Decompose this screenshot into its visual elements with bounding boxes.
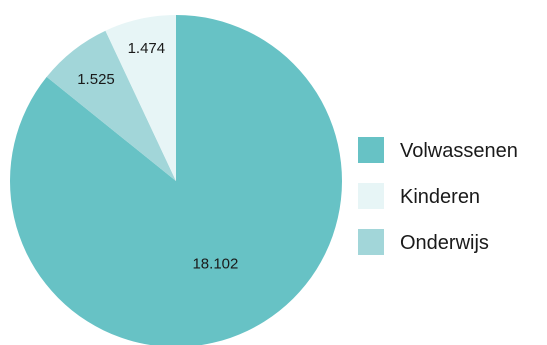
legend-label-kinderen: Kinderen xyxy=(400,186,480,208)
slice-value-label-onderwijs: 1.525 xyxy=(77,71,115,88)
legend-swatch-onderwijs xyxy=(358,229,384,255)
pie-slice-onderwijs xyxy=(46,30,177,181)
legend-swatch-volwassenen xyxy=(358,137,384,163)
legend-label-onderwijs: Onderwijs xyxy=(400,232,489,254)
pie-slice-kinderen xyxy=(105,15,176,181)
pie-slice-volwassenen xyxy=(10,15,342,345)
pie-slices xyxy=(10,15,342,345)
slice-value-label-kinderen: 1.474 xyxy=(128,40,166,57)
slice-value-label-volwassenen: 18.102 xyxy=(192,255,238,272)
legend-swatch-kinderen xyxy=(358,183,384,209)
pie-labels: 18.102 1.525 1.474 xyxy=(77,40,238,272)
legend: Volwassenen Kinderen Onderwijs xyxy=(358,137,518,255)
legend-label-volwassenen: Volwassenen xyxy=(400,140,518,162)
